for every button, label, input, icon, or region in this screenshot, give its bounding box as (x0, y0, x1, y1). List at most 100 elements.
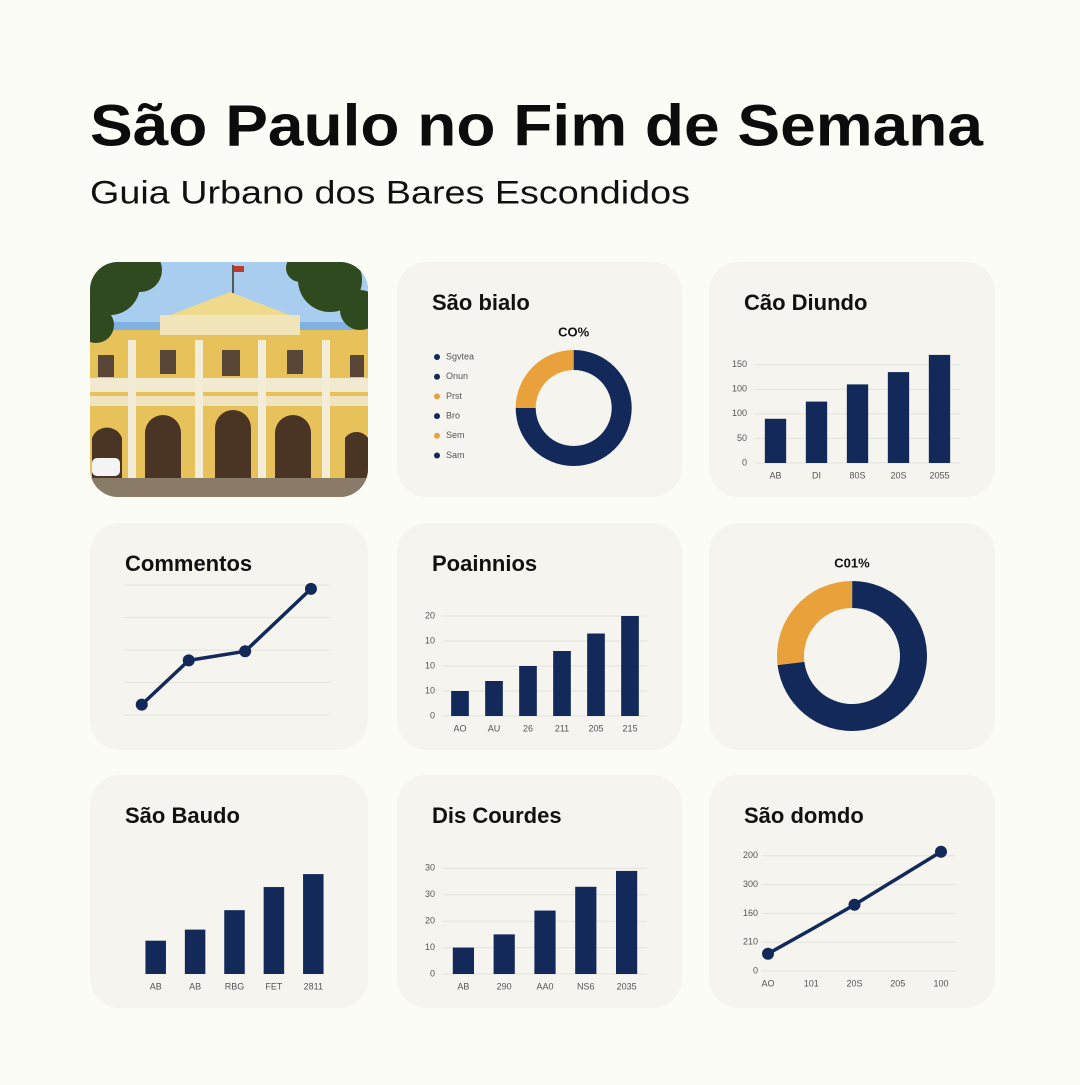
donut-segment (515, 350, 574, 408)
y-tick-label: 0 (430, 710, 435, 720)
y-tick-label: 0 (742, 457, 747, 467)
x-tick-label: AO (453, 723, 466, 733)
card (90, 523, 368, 750)
page-subtitle: Guia Urbano dos Bares Escondidos (90, 174, 690, 210)
x-tick-label: 205 (588, 723, 603, 733)
x-tick-label: NS6 (577, 981, 595, 991)
bar (485, 681, 503, 716)
y-tick-label: 300 (743, 879, 758, 889)
legend-label: Sam (446, 450, 465, 460)
line-marker (935, 845, 947, 858)
legend-swatch (434, 413, 440, 420)
y-tick-label: 20 (425, 610, 435, 620)
y-tick-label: 30 (425, 889, 435, 899)
line-marker (762, 947, 774, 960)
card-title: Dis Courdes (432, 803, 562, 828)
donut-segment (515, 350, 632, 466)
bar (887, 372, 910, 463)
bar (184, 929, 206, 974)
donut-segment (777, 581, 853, 666)
x-tick-label: 20S (846, 978, 862, 988)
y-tick-label: 100 (732, 408, 747, 418)
card-title: Poainnios (432, 551, 537, 576)
legend-label: Onun (446, 371, 468, 381)
x-tick-label: AO (761, 978, 774, 988)
bar (928, 354, 951, 463)
x-tick-label: 211 (555, 723, 569, 733)
card-title: Commentos (125, 551, 252, 576)
donut-label: C01% (834, 555, 870, 570)
bar (615, 870, 638, 974)
bar (263, 887, 285, 974)
x-tick-label: 80S (849, 470, 865, 480)
line-marker (239, 645, 252, 658)
x-tick-label: 101 (804, 978, 819, 988)
x-tick-label: AB (457, 981, 469, 991)
bar (451, 691, 469, 716)
photo (90, 262, 368, 497)
legend-label: Prst (446, 391, 463, 401)
card-title: São bialo (432, 290, 530, 315)
x-tick-label: 2055 (929, 470, 949, 480)
bar (587, 633, 605, 716)
x-tick-label: AU (488, 723, 501, 733)
line-marker (182, 654, 195, 667)
legend-swatch (434, 432, 440, 439)
x-tick-label: FET (265, 981, 283, 991)
x-tick-label: AA0 (536, 981, 553, 991)
x-tick-label: 2035 (617, 981, 637, 991)
y-tick-label: 0 (430, 968, 435, 978)
donut-segment (777, 581, 928, 731)
line-marker (304, 582, 317, 595)
x-tick-label: 100 (933, 978, 948, 988)
y-tick-label: 10 (425, 942, 435, 952)
y-tick-label: 10 (425, 635, 435, 645)
y-tick-label: 150 (732, 359, 747, 369)
card (709, 523, 995, 750)
y-tick-label: 0 (753, 965, 758, 975)
x-tick-label: DI (812, 470, 821, 480)
bar (519, 666, 537, 716)
y-tick-label: 210 (743, 937, 758, 947)
bar (452, 947, 475, 974)
card (709, 775, 995, 1008)
x-tick-label: 2811 (304, 981, 323, 991)
page-title: São Paulo no Fim de Semana (90, 93, 984, 158)
y-tick-label: 50 (737, 433, 747, 443)
x-tick-label: 20S (890, 470, 906, 480)
bar (764, 418, 787, 463)
legend-label: Sgvtea (446, 351, 474, 361)
x-tick-label: AB (189, 981, 201, 991)
y-tick-label: 20 (425, 916, 435, 926)
line-marker (135, 698, 148, 711)
y-tick-label: 30 (425, 863, 435, 873)
bar (493, 934, 515, 974)
card-title: São Baudo (125, 803, 240, 828)
y-tick-label: 10 (425, 660, 435, 670)
line-marker (848, 898, 861, 911)
bar (224, 910, 245, 974)
x-tick-label: AB (150, 981, 162, 991)
legend-swatch (434, 393, 440, 400)
y-tick-label: 200 (743, 850, 758, 860)
line (140, 587, 313, 706)
y-tick-label: 10 (425, 685, 435, 695)
bar (553, 651, 571, 716)
bar (805, 401, 828, 463)
x-tick-label: 290 (497, 981, 512, 991)
legend-label: Bro (446, 410, 460, 420)
legend-swatch (434, 354, 440, 360)
x-tick-label: 215 (622, 723, 637, 733)
bar (303, 874, 324, 974)
bar (621, 616, 639, 716)
y-tick-label: 100 (732, 384, 747, 394)
x-tick-label: 26 (523, 723, 533, 733)
donut-label: CO% (558, 324, 590, 339)
legend-swatch (434, 452, 440, 459)
bar (846, 384, 869, 463)
x-tick-label: RBG (225, 981, 245, 991)
card-title: São domdo (744, 803, 864, 828)
bar (575, 886, 597, 974)
y-tick-label: 160 (743, 908, 758, 918)
